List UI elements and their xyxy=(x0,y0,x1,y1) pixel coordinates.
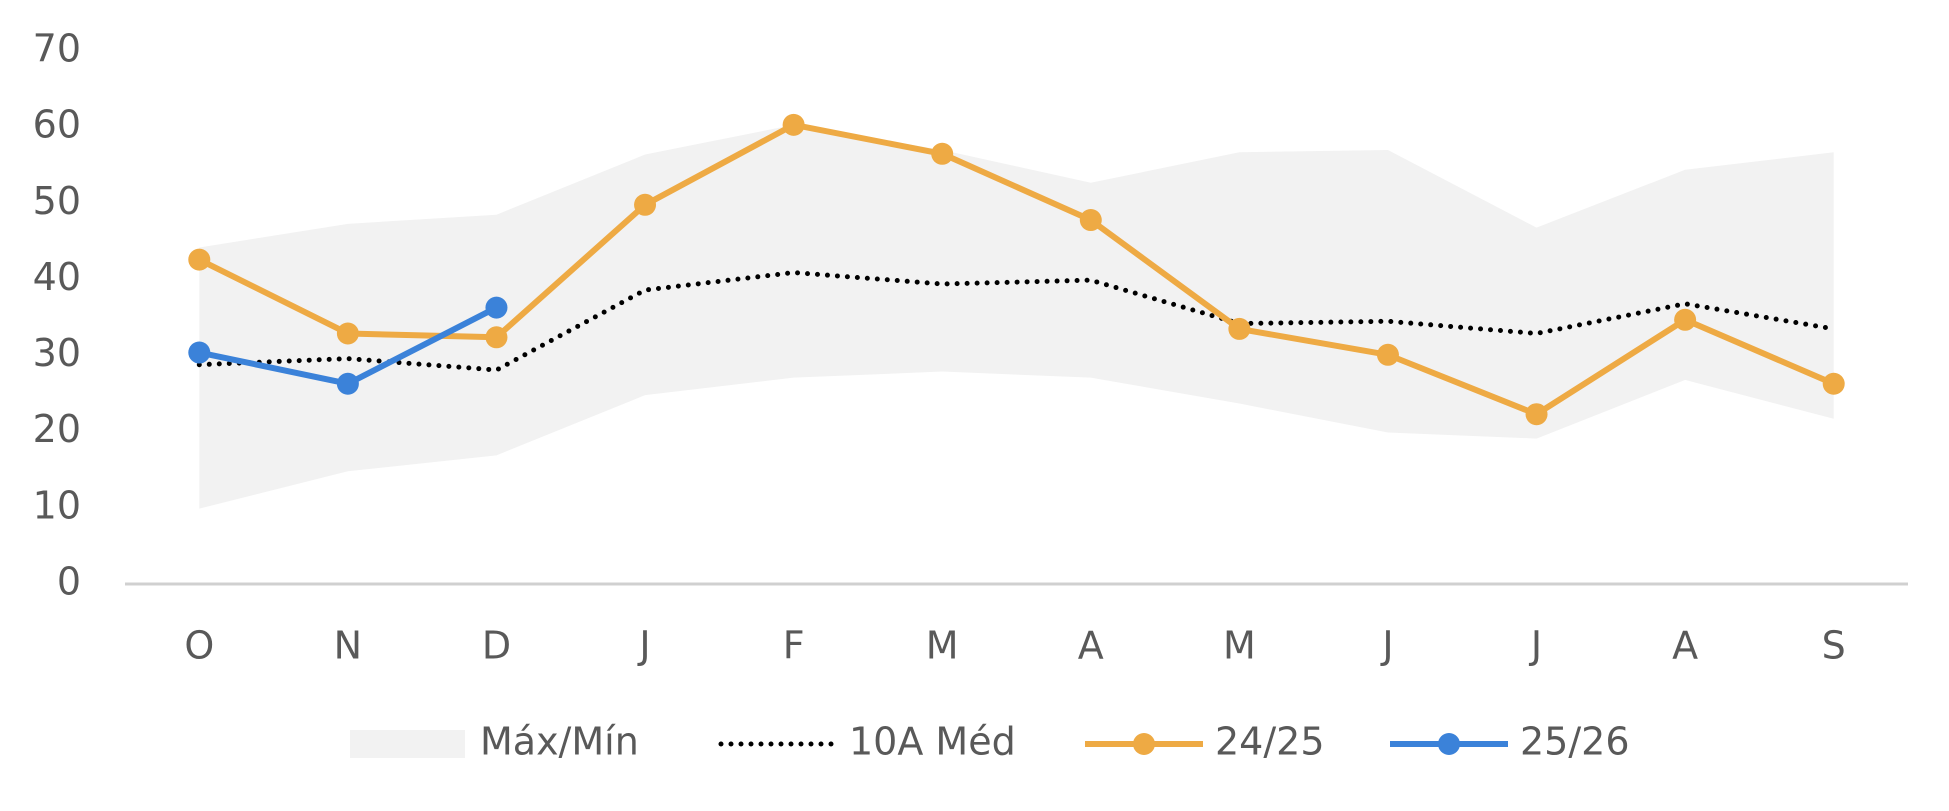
point xyxy=(188,341,211,364)
point xyxy=(634,193,657,216)
x-tick-label: A xyxy=(1672,624,1698,668)
point xyxy=(485,296,508,319)
x-tick-label: J xyxy=(1529,624,1542,668)
series-line xyxy=(197,121,1835,418)
legend-label: Máx/Mín xyxy=(480,720,639,764)
x-tick-label: M xyxy=(926,624,959,668)
x-tick-label: J xyxy=(1380,624,1393,668)
point xyxy=(1525,403,1548,426)
legend-marker xyxy=(1438,733,1460,755)
y-tick-label: 30 xyxy=(33,331,81,375)
x-tick-label: O xyxy=(184,624,214,668)
point xyxy=(1822,372,1845,395)
y-tick-label: 40 xyxy=(33,255,81,299)
point xyxy=(1228,317,1251,340)
point xyxy=(336,372,359,395)
point xyxy=(782,113,805,136)
median-line xyxy=(196,270,1837,373)
legend-label: 25/26 xyxy=(1520,720,1630,764)
y-tick-label: 20 xyxy=(33,407,81,451)
x-tick-label: N xyxy=(334,624,362,668)
y-tick-label: 50 xyxy=(33,179,81,223)
y-tick-label: 10 xyxy=(33,483,81,527)
legend-label: 24/25 xyxy=(1215,720,1325,764)
legend-label: 10A Méd xyxy=(849,720,1016,764)
x-tick-label: F xyxy=(783,624,805,668)
range-band xyxy=(199,124,1834,509)
x-tick-label: M xyxy=(1223,624,1256,668)
point xyxy=(188,248,211,271)
point xyxy=(336,322,359,345)
legend-swatch xyxy=(350,730,465,758)
x-tick-label: D xyxy=(482,624,511,668)
point xyxy=(1376,343,1399,366)
point xyxy=(931,142,954,165)
point xyxy=(1674,308,1697,331)
x-tick-label: S xyxy=(1822,624,1846,668)
x-tick-label: A xyxy=(1078,624,1104,668)
point xyxy=(485,326,508,349)
x-tick-label: J xyxy=(637,624,650,668)
y-tick-label: 0 xyxy=(57,560,81,604)
y-tick-label: 60 xyxy=(33,103,81,147)
y-tick-label: 70 xyxy=(33,27,81,71)
legend-marker xyxy=(1133,733,1155,755)
point xyxy=(1079,209,1102,232)
